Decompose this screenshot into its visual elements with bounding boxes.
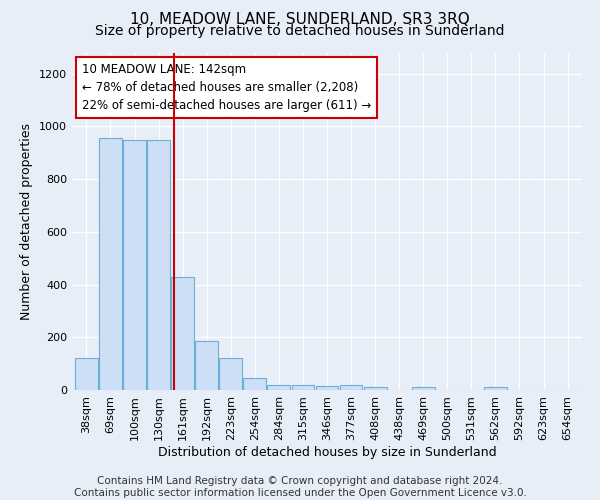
X-axis label: Distribution of detached houses by size in Sunderland: Distribution of detached houses by size … (158, 446, 496, 458)
Y-axis label: Number of detached properties: Number of detached properties (20, 122, 34, 320)
Bar (268, 384, 290, 390)
Bar (340, 384, 362, 390)
Bar (484, 388, 507, 390)
Text: 10, MEADOW LANE, SUNDERLAND, SR3 3RQ: 10, MEADOW LANE, SUNDERLAND, SR3 3RQ (130, 12, 470, 28)
Bar (147, 140, 170, 390)
Bar (316, 386, 338, 390)
Bar (75, 358, 98, 390)
Bar (171, 276, 194, 390)
Bar (244, 378, 266, 390)
Bar (220, 358, 242, 390)
Bar (123, 140, 146, 390)
Bar (195, 341, 218, 390)
Bar (412, 388, 434, 390)
Bar (364, 388, 386, 390)
Text: Size of property relative to detached houses in Sunderland: Size of property relative to detached ho… (95, 24, 505, 38)
Text: Contains HM Land Registry data © Crown copyright and database right 2024.
Contai: Contains HM Land Registry data © Crown c… (74, 476, 526, 498)
Bar (292, 384, 314, 390)
Text: 10 MEADOW LANE: 142sqm
← 78% of detached houses are smaller (2,208)
22% of semi-: 10 MEADOW LANE: 142sqm ← 78% of detached… (82, 62, 371, 112)
Bar (99, 138, 122, 390)
